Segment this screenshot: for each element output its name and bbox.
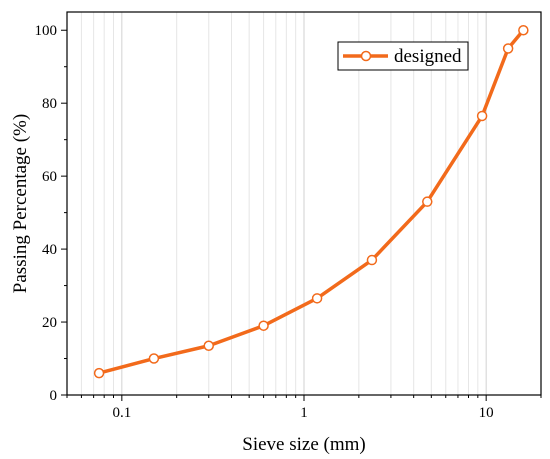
data-point: [258, 320, 269, 331]
data-point: [203, 340, 215, 352]
series-layer: [93, 24, 529, 379]
x-tick-label: 10: [479, 405, 494, 421]
data-point: [366, 254, 378, 266]
y-tick-label: 0: [50, 388, 58, 404]
series-line: [98, 29, 525, 375]
legend-marker: [360, 50, 372, 62]
legend: designed: [337, 41, 469, 71]
x-tick-label: 1: [300, 405, 308, 421]
x-tick-label: 0.1: [112, 405, 131, 421]
y-tick-label: 100: [35, 23, 58, 39]
data-point: [148, 353, 160, 364]
data-point: [476, 110, 488, 122]
y-tick-label: 20: [42, 315, 57, 331]
data-point: [311, 293, 323, 304]
y-tick-label: 40: [42, 242, 57, 258]
data-point: [502, 43, 514, 54]
data-point: [422, 196, 433, 207]
legend-label: designed: [394, 46, 462, 67]
grid-lines: [66, 12, 542, 395]
y-tick-label: 80: [42, 96, 57, 112]
y-axis-label: Passing Percentage (%): [10, 114, 31, 293]
y-tick-label: 60: [42, 169, 57, 185]
x-axis-label: Sieve size (mm): [242, 434, 365, 455]
data-point: [518, 24, 529, 36]
data-point: [93, 367, 105, 379]
